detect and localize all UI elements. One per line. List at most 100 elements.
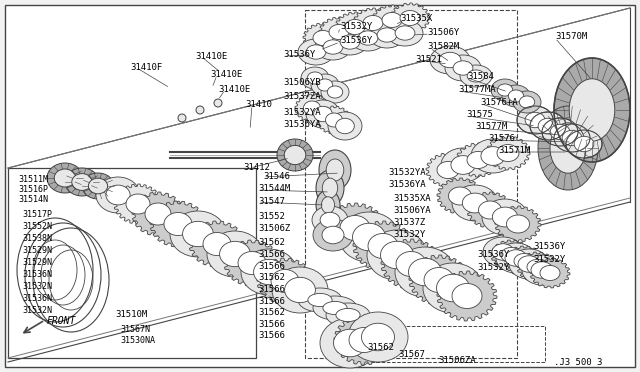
Ellipse shape: [439, 52, 461, 68]
Text: 31410F: 31410F: [130, 63, 163, 72]
Ellipse shape: [54, 169, 76, 187]
Text: 31571M: 31571M: [498, 146, 531, 155]
Polygon shape: [132, 192, 184, 236]
Polygon shape: [340, 215, 370, 240]
Ellipse shape: [441, 148, 485, 182]
Ellipse shape: [554, 58, 630, 162]
Text: 31576+A: 31576+A: [480, 98, 518, 107]
Text: 31566: 31566: [258, 320, 285, 329]
Text: 31566: 31566: [258, 331, 285, 340]
Ellipse shape: [483, 237, 523, 267]
Ellipse shape: [518, 256, 540, 272]
Ellipse shape: [377, 28, 397, 42]
Ellipse shape: [96, 177, 140, 213]
Text: 31536Y: 31536Y: [477, 250, 509, 259]
Text: 31566: 31566: [258, 297, 285, 306]
Text: 31536Y: 31536Y: [283, 50, 316, 59]
Ellipse shape: [522, 255, 562, 285]
Ellipse shape: [408, 258, 442, 286]
Ellipse shape: [525, 112, 545, 128]
Ellipse shape: [353, 223, 385, 251]
Text: 31562: 31562: [367, 343, 394, 352]
Ellipse shape: [315, 34, 351, 60]
Ellipse shape: [333, 329, 367, 357]
Text: 31576: 31576: [488, 134, 515, 143]
Ellipse shape: [538, 118, 558, 134]
Polygon shape: [390, 3, 430, 33]
Text: 31536N: 31536N: [22, 270, 52, 279]
Text: 31566: 31566: [258, 285, 285, 294]
Text: 31546: 31546: [263, 172, 290, 181]
Ellipse shape: [502, 85, 530, 107]
Ellipse shape: [505, 250, 527, 266]
Ellipse shape: [313, 296, 357, 320]
Text: 31532Y: 31532Y: [477, 263, 509, 272]
Ellipse shape: [312, 206, 348, 234]
Ellipse shape: [445, 55, 481, 81]
Polygon shape: [449, 187, 472, 205]
Text: 31410E: 31410E: [210, 70, 243, 79]
Text: 31529N: 31529N: [22, 258, 52, 267]
Polygon shape: [349, 327, 379, 353]
Ellipse shape: [362, 323, 394, 351]
Polygon shape: [319, 17, 359, 47]
Text: 31535X: 31535X: [400, 14, 432, 23]
Polygon shape: [530, 258, 570, 288]
Polygon shape: [329, 25, 349, 39]
Polygon shape: [495, 206, 541, 242]
Ellipse shape: [340, 35, 360, 49]
Polygon shape: [456, 143, 500, 177]
Ellipse shape: [178, 114, 186, 122]
Polygon shape: [164, 212, 192, 235]
Polygon shape: [382, 13, 402, 28]
Ellipse shape: [395, 26, 415, 40]
Ellipse shape: [542, 118, 578, 146]
Ellipse shape: [306, 45, 326, 59]
Ellipse shape: [298, 39, 334, 65]
Text: 31532YA: 31532YA: [283, 108, 321, 117]
Polygon shape: [313, 31, 333, 45]
Ellipse shape: [314, 106, 332, 122]
Text: 31584: 31584: [467, 72, 494, 81]
Ellipse shape: [308, 294, 332, 307]
Text: 31544M: 31544M: [258, 184, 291, 193]
Text: 31536Y: 31536Y: [533, 242, 565, 251]
Polygon shape: [335, 12, 375, 42]
Bar: [8, 168, 256, 358]
Polygon shape: [381, 239, 441, 289]
Text: 31516P: 31516P: [18, 185, 48, 194]
Text: 31530NA: 31530NA: [120, 336, 155, 345]
Text: 31552N: 31552N: [22, 222, 52, 231]
Ellipse shape: [453, 61, 473, 75]
Ellipse shape: [272, 267, 328, 313]
Text: 31532Y: 31532Y: [393, 230, 425, 239]
Text: 31566: 31566: [258, 250, 285, 259]
Ellipse shape: [574, 136, 594, 152]
Ellipse shape: [554, 124, 590, 152]
Ellipse shape: [451, 155, 475, 174]
Ellipse shape: [569, 79, 615, 141]
Text: 31567N: 31567N: [120, 325, 150, 334]
Ellipse shape: [316, 170, 344, 206]
Ellipse shape: [471, 139, 515, 173]
Text: 31570M: 31570M: [555, 32, 588, 41]
Polygon shape: [467, 151, 489, 169]
Polygon shape: [504, 246, 544, 276]
Ellipse shape: [550, 123, 586, 173]
Text: 31562: 31562: [258, 238, 285, 247]
Polygon shape: [372, 5, 412, 35]
Ellipse shape: [538, 106, 598, 190]
Ellipse shape: [332, 29, 368, 55]
Polygon shape: [517, 252, 557, 282]
Polygon shape: [400, 10, 420, 26]
Text: 31532N: 31532N: [22, 282, 52, 291]
Ellipse shape: [367, 230, 427, 280]
Text: .J3 500 3: .J3 500 3: [554, 358, 602, 367]
Polygon shape: [353, 8, 393, 38]
Ellipse shape: [317, 79, 333, 91]
Text: 31567: 31567: [398, 350, 425, 359]
Text: 31532Y: 31532Y: [340, 22, 372, 31]
Ellipse shape: [348, 312, 408, 362]
Ellipse shape: [430, 46, 470, 74]
Ellipse shape: [323, 40, 343, 54]
